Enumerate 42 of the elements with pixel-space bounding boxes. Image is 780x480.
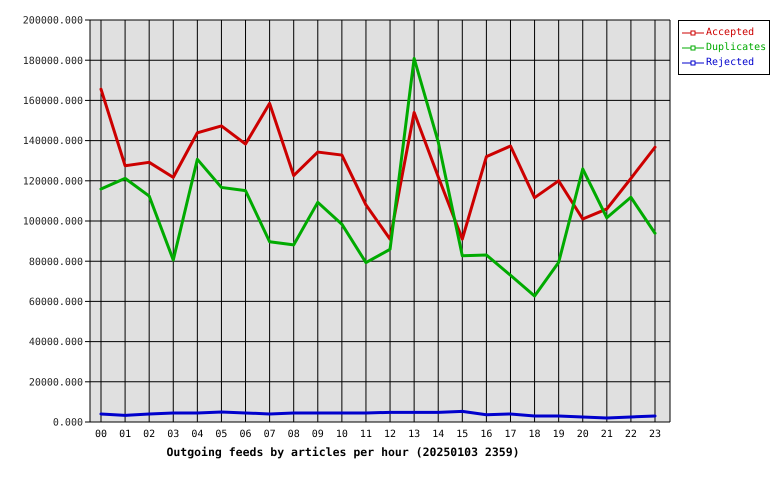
y-tick-label: 60000.000 [28,296,83,308]
x-tick-label: 13 [408,429,420,440]
line-series [100,410,656,420]
x-tick-label: 21 [600,429,613,440]
x-tick-label: 03 [167,429,180,440]
y-tick-label: 0.000 [52,418,83,429]
x-tick-label: 09 [312,429,324,440]
x-tick-label: 23 [648,429,662,440]
y-tick-label: 100000.000 [22,216,83,228]
x-tick-label: 08 [288,429,300,440]
x-tick-label: 16 [480,429,492,440]
legend-label: Duplicates [706,42,766,53]
y-tick-label: 140000.000 [22,136,83,148]
y-tick-label: 160000.000 [22,96,83,107]
x-tick-label: 15 [456,429,468,440]
x-tick-label: 19 [552,429,565,440]
line-series [100,56,656,298]
x-tick-label: 12 [384,429,396,440]
y-tick-label: 20000.000 [28,377,83,388]
x-tick-label: 07 [264,429,276,440]
x-tick-label: 14 [432,429,444,440]
x-tick-label: 22 [624,429,637,440]
legend-label: Rejected [706,57,754,68]
x-tick-label: 06 [240,429,252,440]
line-series [100,88,656,241]
x-tick-label: 17 [504,429,516,440]
x-tick-label: 01 [119,429,132,440]
x-tick-label: 00 [94,429,108,440]
x-axis-title: Outgoing feeds by articles per hour (20250103 2359) [166,445,520,459]
y-tick-label: 200000.000 [22,16,83,27]
x-tick-label: 05 [215,429,228,440]
x-tick-label: 20 [576,429,589,440]
y-tick-label: 80000.000 [28,256,83,268]
x-tick-label: 18 [528,429,541,440]
legend-label: Accepted [706,27,754,38]
y-tick-label: 40000.000 [28,337,83,348]
y-tick-label: 120000.000 [22,176,83,188]
x-tick-label: 04 [191,429,204,440]
x-tick-label: 11 [360,429,372,440]
y-tick-label: 180000.000 [22,56,83,67]
x-tick-label: 02 [143,429,156,440]
x-tick-label: 10 [336,429,348,440]
